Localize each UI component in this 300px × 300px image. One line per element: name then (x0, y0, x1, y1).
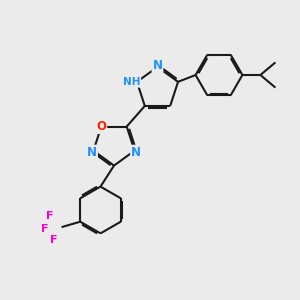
Text: F: F (46, 211, 54, 221)
Text: O: O (96, 120, 106, 133)
Text: NH: NH (123, 77, 140, 87)
Text: N: N (131, 146, 141, 159)
Text: N: N (152, 59, 163, 72)
Text: N: N (87, 146, 97, 159)
Text: F: F (50, 235, 58, 245)
Text: F: F (41, 224, 49, 234)
